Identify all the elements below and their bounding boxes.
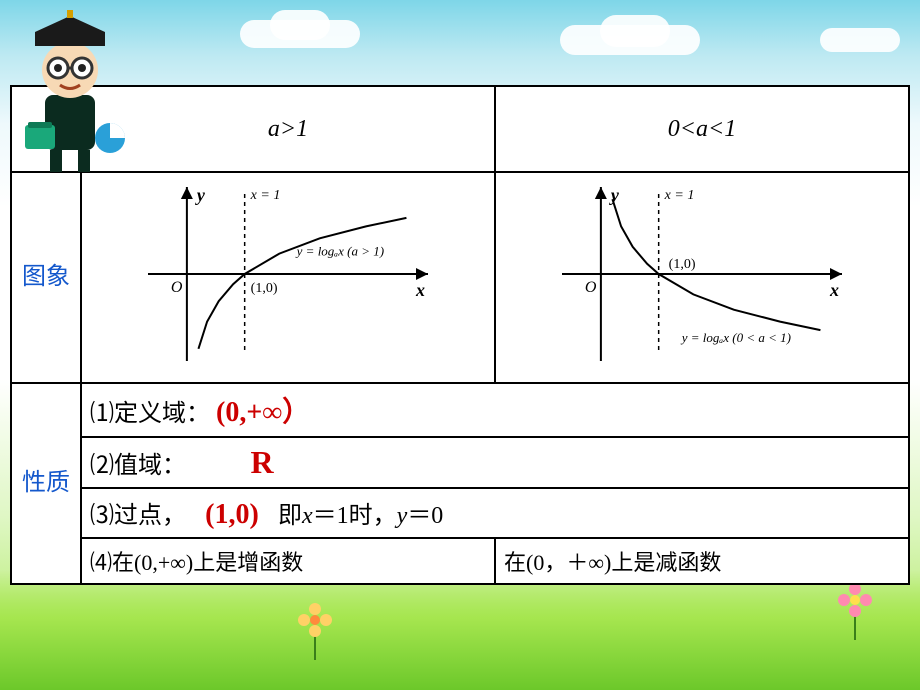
prop3-cell: ⑶过点， (1,0) 即x＝1时，y＝0 — [81, 488, 909, 538]
prop-row-1: 性质 ⑴定义域： (0,+∞） — [11, 383, 909, 437]
prop-row-4: ⑷在(0,+∞)上是增函数 在(0，＋∞)上是减函数 — [11, 538, 909, 584]
header-col2: 0<a<1 — [495, 86, 909, 172]
svg-text:y = logₐx (0 < a < 1): y = logₐx (0 < a < 1) — [680, 330, 791, 345]
prop4-right: 在(0，＋∞)上是减函数 — [495, 538, 909, 584]
graph-right-cell: y x Ox = 1 (1,0) y = logₐx (0 < a < 1) — [495, 172, 909, 383]
graph-left: y x Ox = 1 (1,0) y = logₐx (a > 1) — [138, 179, 438, 369]
prop-row-3: ⑶过点， (1,0) 即x＝1时，y＝0 — [11, 488, 909, 538]
graph-row: 图象 y x Ox = 1 (1,0) y = logₐx (a > 1) y x Ox =… — [11, 172, 909, 383]
svg-text:(1,0): (1,0) — [251, 281, 278, 296]
rowlabel-properties: 性质 — [11, 383, 81, 584]
svg-text:O: O — [585, 279, 597, 296]
grass — [0, 570, 920, 690]
graph-left-cell: y x Ox = 1 (1,0) y = logₐx (a > 1) — [81, 172, 495, 383]
clouds — [0, 10, 920, 70]
prop2-answer: R — [222, 444, 302, 481]
svg-text:x: x — [415, 280, 425, 300]
graph-right: y x Ox = 1 (1,0) y = logₐx (0 < a < 1) — [552, 179, 852, 369]
prop1-answer: (0,+∞） — [216, 390, 310, 430]
header-col2-text: 0<a<1 — [668, 116, 736, 142]
rowlabel-properties-text: 性质 — [22, 470, 70, 496]
header-col1: a>1 — [81, 86, 495, 172]
prop3-answer: (1,0) — [192, 499, 272, 531]
prop-row-2: ⑵值域： R — [11, 437, 909, 488]
properties-table: a>1 0<a<1 图象 y x Ox = 1 (1,0) y = logₐx (a >… — [10, 85, 910, 585]
flower-icon — [840, 585, 870, 640]
svg-text:x = 1: x = 1 — [664, 188, 695, 203]
prop4-left: ⑷在(0,+∞)上是增函数 — [81, 538, 495, 584]
svg-text:x: x — [829, 280, 839, 300]
prop3-label: ⑶过点， — [90, 495, 186, 530]
svg-text:y: y — [609, 185, 620, 205]
prop1-label: ⑴定义域： — [90, 393, 210, 428]
svg-text:x = 1: x = 1 — [250, 188, 281, 203]
flower-icon — [300, 605, 330, 660]
table-header-row: a>1 0<a<1 — [11, 86, 909, 172]
rowlabel-graph-text: 图象 — [22, 264, 70, 290]
svg-text:(1,0): (1,0) — [669, 257, 696, 272]
rowlabel-graph: 图象 — [11, 172, 81, 383]
svg-text:O: O — [171, 279, 183, 296]
mascot-icon — [15, 10, 125, 175]
prop1-cell: ⑴定义域： (0,+∞） — [81, 383, 909, 437]
prop2-cell: ⑵值域： R — [81, 437, 909, 488]
svg-text:y: y — [195, 185, 206, 205]
prop3-tail: 即x＝1时，y＝0 — [278, 503, 443, 529]
svg-text:y = logₐx (a > 1): y = logₐx (a > 1) — [295, 243, 384, 258]
prop2-label: ⑵值域： — [90, 445, 186, 480]
header-col1-text: a>1 — [268, 116, 308, 142]
